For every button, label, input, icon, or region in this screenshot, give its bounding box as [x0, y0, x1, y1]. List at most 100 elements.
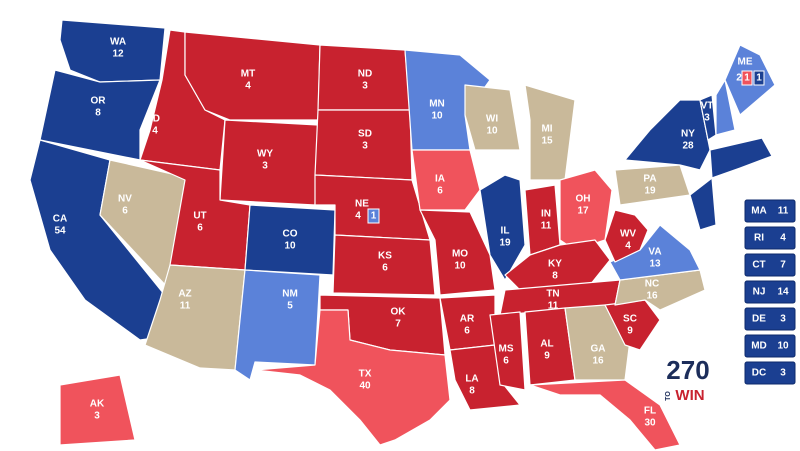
state-abbr: WA: [110, 37, 126, 48]
state-votes: 6: [382, 263, 388, 274]
small-state-votes: 4: [780, 233, 786, 244]
state-votes: 5: [287, 301, 293, 312]
state-votes: 3: [704, 113, 710, 124]
state-votes: 19: [499, 238, 511, 249]
district-box: [753, 70, 765, 86]
small-state-abbr: CT: [752, 260, 765, 271]
small-state-votes: 3: [780, 368, 786, 379]
state-votes: 54: [54, 226, 66, 237]
state-abbr: NH: [735, 114, 749, 125]
state-votes: 4: [245, 81, 251, 92]
state-votes: 30: [644, 418, 656, 429]
state-abbr: MO: [452, 249, 468, 260]
state-abbr: ME: [738, 57, 753, 68]
state-abbr: LA: [465, 374, 478, 385]
small-state-votes: 3: [780, 314, 786, 325]
logo-number: 270: [666, 355, 709, 385]
district-votes: 1: [756, 73, 762, 84]
state-votes: 11: [548, 301, 559, 312]
state-abbr: AK: [90, 399, 105, 410]
state-votes: 6: [197, 223, 203, 234]
state-votes: 40: [359, 381, 371, 392]
small-state-abbr: NJ: [753, 287, 766, 298]
logo-to: TO: [665, 391, 672, 401]
state: [489, 311, 526, 391]
state-abbr: AL: [540, 339, 553, 350]
state-abbr: OK: [391, 307, 407, 318]
state-abbr: NC: [645, 279, 659, 290]
state-votes: 10: [431, 111, 443, 122]
state-abbr: SD: [358, 129, 372, 140]
state-votes: 8: [469, 386, 475, 397]
state-votes: 3: [262, 161, 268, 172]
northeast-small-states: [709, 137, 773, 179]
state-abbr: IL: [501, 226, 510, 237]
state-abbr: AZ: [178, 289, 191, 300]
state-votes: 3: [94, 411, 100, 422]
state-votes: 16: [592, 356, 604, 367]
state: [715, 79, 736, 136]
state-abbr: SC: [623, 314, 637, 325]
state: [419, 209, 496, 296]
state-abbr: IA: [435, 174, 445, 185]
state-abbr: OR: [91, 96, 107, 107]
mid-atlantic-small-states: [689, 177, 717, 231]
small-state-abbr: MA: [751, 206, 767, 217]
state-abbr: AR: [460, 314, 475, 325]
state-abbr: KS: [378, 251, 392, 262]
state-abbr: MI: [541, 124, 552, 135]
small-state-box: [744, 307, 796, 331]
state-votes: 3: [362, 141, 368, 152]
small-state-box: [744, 199, 796, 223]
state-votes: 7: [395, 319, 401, 330]
state-abbr: MN: [429, 99, 445, 110]
state-votes: 10: [284, 241, 296, 252]
state-abbr: NY: [681, 129, 695, 140]
small-state-abbr: RI: [754, 233, 764, 244]
state-abbr: WV: [620, 229, 636, 240]
state-votes: 2: [736, 73, 742, 84]
state-votes: 15: [541, 136, 553, 147]
state-votes: 13: [649, 259, 661, 270]
state-abbr: TN: [546, 289, 559, 300]
state-abbr: ID: [150, 114, 160, 125]
state-abbr: WI: [486, 114, 498, 125]
state-votes: 9: [627, 326, 633, 337]
state: [411, 149, 481, 211]
state-votes: 4: [355, 211, 361, 222]
small-state-box: [744, 334, 796, 358]
small-state-box: [744, 253, 796, 277]
state-abbr: MT: [241, 69, 255, 80]
state-abbr: NM: [282, 289, 298, 300]
state-votes: 19: [644, 186, 656, 197]
state-votes: 8: [552, 271, 558, 282]
logo-win: WIN: [675, 387, 704, 404]
state-votes: 10: [454, 261, 466, 272]
state-abbr: IN: [541, 209, 551, 220]
state-abbr: ND: [358, 69, 372, 80]
state: [244, 204, 336, 276]
state: [59, 374, 136, 446]
small-state-votes: 10: [777, 341, 789, 352]
state-votes: 6: [464, 326, 470, 337]
state-abbr: CO: [283, 229, 298, 240]
state-votes: 16: [646, 291, 658, 302]
state-votes: 6: [122, 206, 128, 217]
small-state-box: [744, 361, 796, 385]
state: [332, 234, 436, 296]
state-abbr: UT: [193, 211, 206, 222]
state-votes: 4: [625, 241, 631, 252]
state: [479, 174, 526, 281]
small-state-votes: 11: [778, 206, 789, 217]
state-votes: 6: [437, 186, 443, 197]
small-state-votes: 7: [780, 260, 786, 271]
state-votes: 4: [152, 126, 158, 137]
state-abbr: GA: [591, 344, 606, 355]
state-abbr: VA: [648, 247, 661, 258]
state-abbr: NE: [355, 199, 369, 210]
state-abbr: NV: [118, 194, 132, 205]
district-box: [741, 70, 753, 86]
state-votes: 28: [682, 141, 694, 152]
